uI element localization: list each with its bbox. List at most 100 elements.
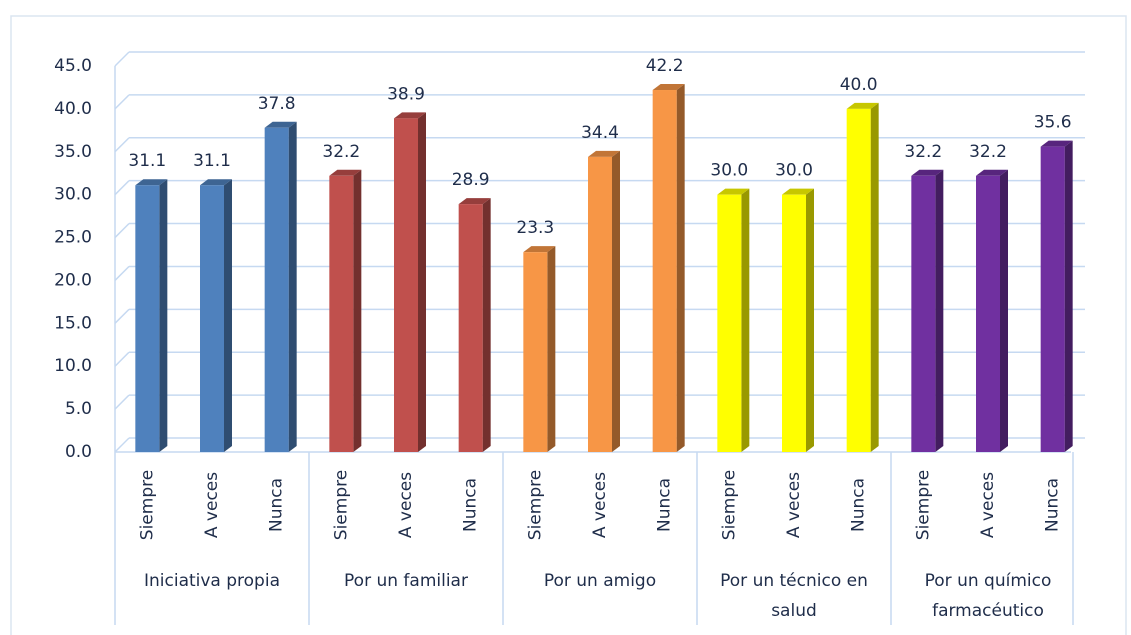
value-label: 37.8 (258, 94, 296, 114)
bar-top (846, 102, 879, 109)
y-tick-label: 35.0 (54, 142, 92, 162)
bar (588, 156, 612, 452)
y-tick-label: 25.0 (54, 228, 92, 248)
bar-side (1064, 140, 1073, 452)
bar-top (911, 169, 944, 176)
bar (846, 108, 871, 452)
value-label: 31.1 (193, 151, 231, 171)
bar-side (547, 246, 556, 452)
grid-line-side (114, 223, 130, 239)
y-tick-label: 45.0 (54, 56, 92, 76)
grid-line-side (114, 137, 130, 153)
bar (135, 185, 160, 452)
x-tick-label: Siempre (137, 470, 157, 540)
chart-border (10, 15, 1127, 635)
bar-top (588, 150, 620, 157)
x-tick-label: Siempre (525, 470, 545, 540)
bar-side (806, 188, 814, 452)
value-label: 40.0 (840, 75, 878, 95)
value-label: 32.2 (322, 142, 360, 162)
value-label: 38.9 (387, 84, 425, 104)
bar-side (870, 102, 879, 452)
y-tick-label: 15.0 (54, 313, 92, 333)
bar-top (523, 246, 556, 253)
value-label: 31.1 (128, 151, 166, 171)
group-label: Por un técnico en salud (720, 571, 868, 621)
grid-line-side (114, 308, 130, 324)
grid-line-side (114, 51, 130, 67)
grid-line-side (114, 394, 130, 410)
group-label: Por un amigo (543, 571, 657, 591)
x-tick-label: A veces (396, 472, 416, 538)
value-label: 32.2 (969, 142, 1007, 162)
grid-line-side (114, 94, 130, 110)
value-label: 30.0 (710, 161, 748, 181)
bar-side (676, 84, 685, 453)
bar-top (200, 179, 232, 186)
bar-side (418, 112, 426, 452)
bar-side (612, 150, 620, 452)
group-label: Por un químico farmacéutico (924, 571, 1052, 621)
x-tick-label: A veces (202, 472, 222, 538)
bar-top (329, 169, 362, 176)
y-tick-label: 20.0 (54, 270, 92, 290)
grid-line-side (114, 351, 130, 367)
bar-top (1040, 140, 1073, 147)
value-label: 28.9 (452, 170, 490, 190)
bar (782, 194, 806, 452)
x-tick-label: Nunca (655, 478, 675, 532)
bar (523, 252, 548, 452)
bar (264, 127, 289, 452)
grid-line-side (114, 437, 130, 453)
value-label: 42.2 (646, 56, 684, 76)
bar-top (717, 188, 750, 195)
group-label: Iniciativa propia (143, 571, 280, 591)
x-tick-label: A veces (590, 472, 610, 538)
y-tick-label: 30.0 (54, 185, 92, 205)
bar (976, 175, 1000, 452)
x-tick-label: Siempre (331, 470, 351, 540)
x-tick-label: A veces (978, 472, 998, 538)
bar-top (976, 169, 1008, 176)
y-tick-label: 0.0 (65, 442, 92, 462)
bar (1040, 146, 1065, 452)
bar (458, 204, 483, 452)
bar (329, 175, 354, 452)
bar (717, 194, 742, 452)
x-tick-label: Nunca (849, 478, 869, 532)
value-label: 34.4 (581, 123, 619, 143)
bar-side (935, 169, 944, 452)
x-tick-label: Siempre (719, 470, 739, 540)
bar-top (135, 179, 168, 186)
bar-top (782, 188, 814, 195)
value-label: 30.0 (775, 161, 813, 181)
bar-side (353, 169, 362, 452)
bar-side (224, 179, 232, 452)
x-tick-label: Siempre (913, 470, 933, 540)
x-tick-label: Nunca (461, 478, 481, 532)
bar (652, 90, 677, 453)
y-tick-label: 10.0 (54, 356, 92, 376)
x-tick-label: A veces (784, 472, 804, 538)
value-label: 32.2 (904, 142, 942, 162)
bar-side (741, 188, 750, 452)
group-label: Por un familiar (344, 571, 468, 591)
bar-top (652, 84, 685, 91)
bar-top (394, 112, 426, 119)
y-tick-label: 40.0 (54, 99, 92, 119)
value-label: 35.6 (1034, 113, 1072, 133)
bar-side (1000, 169, 1008, 452)
bar-top (458, 198, 491, 205)
bar-side (482, 198, 491, 452)
bar (200, 185, 224, 452)
grid-line-side (114, 265, 130, 281)
bar (911, 175, 936, 452)
y-tick-label: 5.0 (65, 399, 92, 419)
grid-line-side (114, 180, 130, 196)
x-tick-label: Nunca (267, 478, 287, 532)
bar-top (264, 121, 297, 128)
bar (394, 118, 418, 452)
value-label: 23.3 (516, 218, 554, 238)
